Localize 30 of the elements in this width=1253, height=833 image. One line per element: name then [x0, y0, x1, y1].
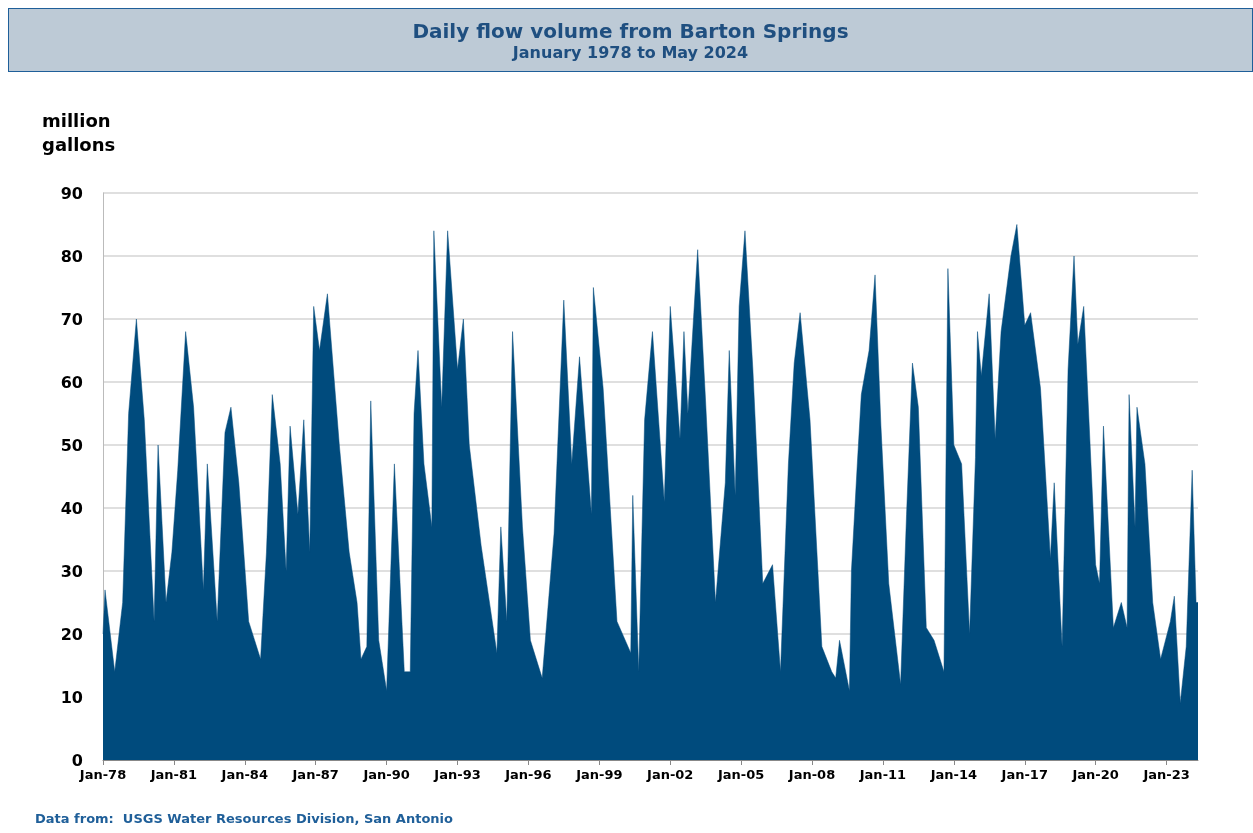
x-tick-label: Jan-93: [433, 767, 481, 782]
y-tick-label: 30: [60, 561, 83, 581]
x-tick-label: Jan-11: [858, 767, 907, 782]
x-tick-label: Jan-87: [291, 767, 339, 782]
x-tick-label: Jan-78: [78, 767, 127, 782]
y-tick-label: 70: [60, 309, 83, 329]
y-tick-label: 40: [60, 498, 83, 518]
y-tick-label: 10: [60, 687, 83, 707]
x-tick-label: Jan-99: [575, 767, 623, 782]
y-tick-label: 50: [60, 435, 83, 455]
y-tick-label: 90: [60, 183, 83, 203]
x-tick-label: Jan-84: [220, 767, 268, 782]
text: Data from: USGS Water Resources Division, San Antonio: [35, 811, 454, 826]
x-tick-label: Jan-08: [787, 767, 836, 782]
x-tick-label: Jan-20: [1071, 767, 1119, 782]
y-tick-label: 20: [60, 624, 83, 644]
y-tick-label: 80: [60, 246, 83, 266]
x-tick-label: Jan-81: [149, 767, 198, 782]
y-axis-title: million gallons: [42, 109, 117, 155]
x-tick-label: Jan-96: [504, 767, 552, 782]
x-tick-label: Jan-05: [716, 767, 765, 782]
chart-subtitle: January 1978 to May 2024: [510, 43, 750, 62]
x-tick-label: Jan-90: [362, 767, 410, 782]
x-tick-label: Jan-02: [646, 767, 694, 782]
x-tick-label: Jan-17: [1000, 767, 1048, 782]
x-tick-label: Jan-14: [929, 767, 978, 782]
y-tick-label: 0: [71, 750, 83, 770]
x-tick-label: Jan-23: [1142, 767, 1190, 782]
chart-title: Daily flow volume from Barton Springs: [411, 19, 850, 43]
y-tick-label: 60: [60, 372, 83, 392]
